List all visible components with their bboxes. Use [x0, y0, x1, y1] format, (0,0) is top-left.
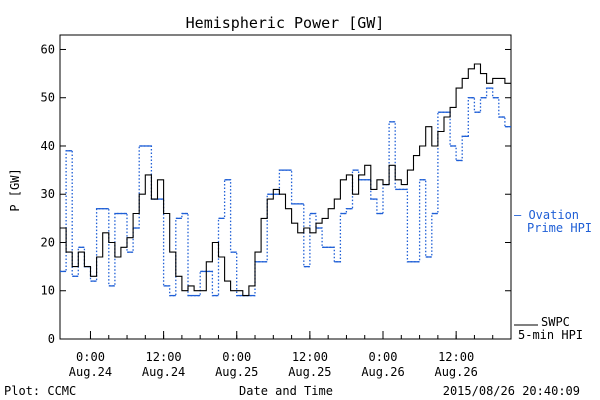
y-tick-label: 10	[41, 284, 55, 298]
x-axis-label: Date and Time	[239, 384, 333, 398]
chart-title: Hemispheric Power [GW]	[186, 14, 385, 32]
x-tick-label-time: 12:00	[146, 350, 182, 364]
x-tick-label-date: Aug.25	[288, 365, 331, 379]
x-tick-label-time: 0:00	[222, 350, 251, 364]
x-tick-label-date: Aug.25	[215, 365, 258, 379]
x-tick-label-date: Aug.26	[361, 365, 404, 379]
legend-ovation-line2: Prime HPI	[527, 221, 592, 235]
x-axis: 0:00Aug.2412:00Aug.240:00Aug.2512:00Aug.…	[69, 331, 494, 379]
y-tick-label: 40	[41, 139, 55, 153]
x-tick-label-time: 12:00	[438, 350, 474, 364]
x-tick-label-date: Aug.24	[69, 365, 112, 379]
plot-credit: Plot: CCMC	[4, 384, 76, 398]
x-tick-label-time: 0:00	[369, 350, 398, 364]
series-swpc-5min-hpi	[60, 63, 511, 297]
plot-frame	[59, 34, 512, 340]
x-tick-label-date: Aug.24	[142, 365, 185, 379]
y-tick-label: 60	[41, 42, 55, 56]
legend-ovation-line1: — Ovation	[514, 208, 579, 222]
y-axis: 0 10 20 30 40 50 60	[41, 42, 511, 346]
series-ovation-prime-hpi	[60, 87, 511, 297]
legend-swpc-line2: 5-min HPI	[518, 328, 583, 342]
y-tick-label: 30	[41, 187, 55, 201]
y-axis-label: P [GW]	[8, 168, 22, 211]
x-tick-label-time: 12:00	[292, 350, 328, 364]
timestamp: 2015/08/26 20:40:09	[443, 384, 580, 398]
y-tick-label: 20	[41, 235, 55, 249]
y-tick-label: 0	[48, 332, 55, 346]
series-layer	[60, 63, 511, 297]
x-tick-label-date: Aug.26	[434, 365, 477, 379]
y-tick-label: 50	[41, 91, 55, 105]
legend-swpc-line1: SWPC	[541, 315, 570, 329]
legend: — Ovation Prime HPI SWPC 5-min HPI	[514, 208, 592, 342]
x-tick-label-time: 0:00	[76, 350, 105, 364]
